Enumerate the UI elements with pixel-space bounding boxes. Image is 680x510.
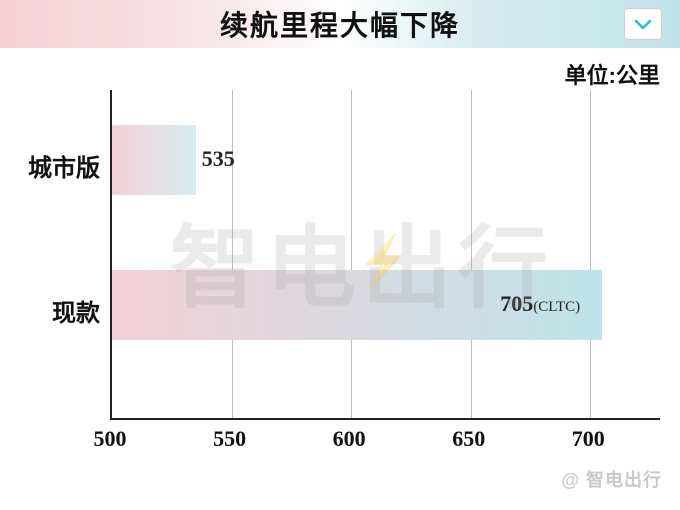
bar-value-label-0: 535 — [202, 146, 235, 172]
chevron-down-icon — [634, 18, 652, 30]
plot-area: 535 705(CLTC) — [110, 90, 660, 420]
x-tick-label: 500 — [80, 426, 140, 452]
gridline — [590, 90, 591, 418]
chart-title: 续航里程大幅下降 — [220, 4, 460, 44]
bar-value-label-1: 705(CLTC) — [500, 291, 580, 317]
gridline — [351, 90, 352, 418]
x-tick-label: 600 — [319, 426, 379, 452]
bar-0 — [112, 125, 196, 195]
y-category-1: 现款 — [0, 293, 100, 328]
x-tick-label: 550 — [200, 426, 260, 452]
title-bar: 续航里程大幅下降 — [0, 0, 680, 48]
chart-area: 城市版 现款 535 705(CLTC) 500 550 600 650 700 — [0, 90, 680, 470]
unit-label: 单位:公里 — [565, 58, 660, 90]
y-category-0: 城市版 — [0, 148, 100, 183]
gridline — [232, 90, 233, 418]
dropdown-button[interactable] — [624, 8, 662, 40]
x-tick-label: 700 — [558, 426, 618, 452]
x-tick-label: 650 — [439, 426, 499, 452]
gridline — [471, 90, 472, 418]
